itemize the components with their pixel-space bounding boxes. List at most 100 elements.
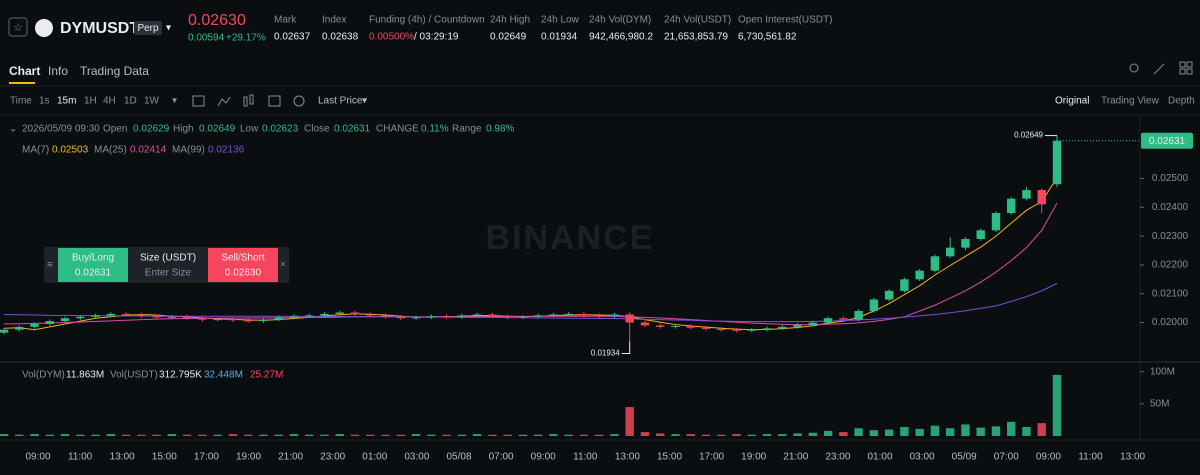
candle-body [182, 316, 192, 319]
volume-bar [823, 430, 833, 436]
tab-underline [9, 82, 35, 84]
volume-bar [717, 434, 726, 436]
volume-bar [320, 434, 329, 436]
interval[interactable]: 1H [84, 96, 97, 107]
grid-icon[interactable] [1179, 61, 1186, 68]
stat-value: 0.02637 [274, 32, 311, 43]
symbol-dropdown[interactable]: ▾ [166, 23, 171, 34]
candle-body [1052, 140, 1062, 185]
interval[interactable]: 1D [124, 96, 137, 107]
stat-label: Mark [274, 15, 297, 26]
volume-bar [930, 425, 940, 436]
volume-bar [610, 434, 619, 436]
candle-body [610, 314, 619, 317]
symbol[interactable]: DYMUSDT [60, 20, 139, 37]
volume-bar [137, 434, 146, 436]
volume-bar [1007, 421, 1016, 436]
tab[interactable]: Trading Data [80, 64, 149, 78]
candle-body [411, 317, 421, 319]
layout-icon[interactable] [268, 95, 281, 107]
interval[interactable]: Time [10, 96, 32, 107]
buy-button[interactable] [58, 248, 128, 282]
coin-logo [35, 19, 53, 37]
volume-bar [656, 433, 665, 436]
candle-body [213, 319, 222, 321]
calendar-icon[interactable] [192, 95, 205, 107]
low-marker-label: 0.01934 [591, 349, 620, 358]
volume-bar [701, 434, 711, 436]
alert-icon[interactable] [1129, 63, 1139, 73]
interval[interactable]: 1W [144, 96, 160, 107]
volume-bar [350, 434, 360, 436]
candle-body [320, 313, 329, 316]
close-panel[interactable]: × [280, 260, 286, 271]
contract: Perp [137, 23, 159, 34]
price-type-dropdown[interactable]: ▾ [362, 96, 367, 107]
x-tick-label: 13:00 [110, 452, 135, 463]
volume-bar [381, 434, 390, 436]
price-type[interactable]: Last Price [318, 96, 363, 107]
indicator-icon[interactable] [217, 96, 231, 107]
buy-label: Buy/Long [72, 253, 114, 264]
volume-bar [152, 434, 161, 436]
interval-dropdown[interactable]: ▾ [172, 96, 177, 107]
candle-body [137, 314, 146, 317]
y-tick-label: 0.02100 [1152, 288, 1189, 299]
volume-bar [15, 434, 24, 436]
x-tick-label: 23:00 [320, 452, 345, 463]
candle-body [930, 256, 940, 271]
candle-body [579, 313, 589, 316]
volume-bar [839, 432, 848, 436]
volume-bar [106, 434, 116, 436]
candle-body [854, 311, 863, 320]
sell-button[interactable] [208, 248, 278, 282]
view-option[interactable]: Trading View [1101, 96, 1160, 107]
ohlc-item: Low [240, 124, 259, 135]
interval[interactable]: 4H [103, 96, 116, 107]
drag-handle[interactable]: ≡ [47, 260, 53, 271]
volume-legend-item: Vol(USDT) [110, 370, 158, 381]
view-option[interactable]: Depth [1168, 96, 1195, 107]
x-tick-label: 07:00 [994, 452, 1019, 463]
y-tick-label: 0.02300 [1152, 231, 1189, 242]
collapse-toggle[interactable]: ⌄ [9, 124, 17, 135]
volume-legend-item: 11.863M [66, 370, 104, 381]
star-icon: ☆ [13, 22, 23, 34]
view-option[interactable]: Original [1055, 96, 1089, 107]
expand-icon[interactable] [1153, 63, 1165, 75]
candle-body [564, 313, 573, 315]
low-marker-line [621, 341, 631, 355]
candle-body [259, 319, 268, 322]
candle-body [289, 316, 299, 318]
y-tick-label: 0.02000 [1152, 317, 1189, 328]
contract-badge [134, 21, 162, 35]
candle-body [472, 314, 482, 316]
candle-icon[interactable] [243, 96, 248, 107]
tab[interactable]: Info [48, 64, 68, 78]
y-tick-label: 0.02400 [1152, 202, 1189, 213]
size-input[interactable]: Enter Size [145, 268, 192, 279]
candle-body [915, 270, 924, 280]
stat-label: Index [322, 15, 346, 26]
volume-bar [76, 434, 85, 436]
tab[interactable]: Chart [9, 64, 40, 78]
candle-body [686, 326, 695, 328]
stat-label: 24h Vol(USDT) [664, 15, 731, 26]
x-tick-label: 01:00 [362, 452, 387, 463]
volume-bar [442, 434, 451, 436]
toolbar-icons [192, 94, 305, 107]
toolbar: Time 1s 15m 1H 4H 1D 1W Original Trading View Dep… [10, 96, 1195, 107]
candle-body [228, 319, 238, 321]
settings-icon[interactable] [293, 95, 305, 107]
candle-body [76, 316, 85, 319]
x-tick-label: 19:00 [236, 452, 261, 463]
ma-value: 0.02414 [130, 145, 167, 156]
x-tick-label: 05/09 [952, 452, 977, 463]
ohlc-item: 2026/05/09 09:30 [22, 124, 100, 135]
volume-bar [167, 434, 177, 436]
interval[interactable]: 15m [57, 96, 76, 107]
favorite-button[interactable] [8, 17, 28, 37]
interval[interactable]: 1s [39, 96, 50, 107]
volume-bar [243, 434, 253, 436]
ohlc-item: 0.02631 [334, 124, 371, 135]
